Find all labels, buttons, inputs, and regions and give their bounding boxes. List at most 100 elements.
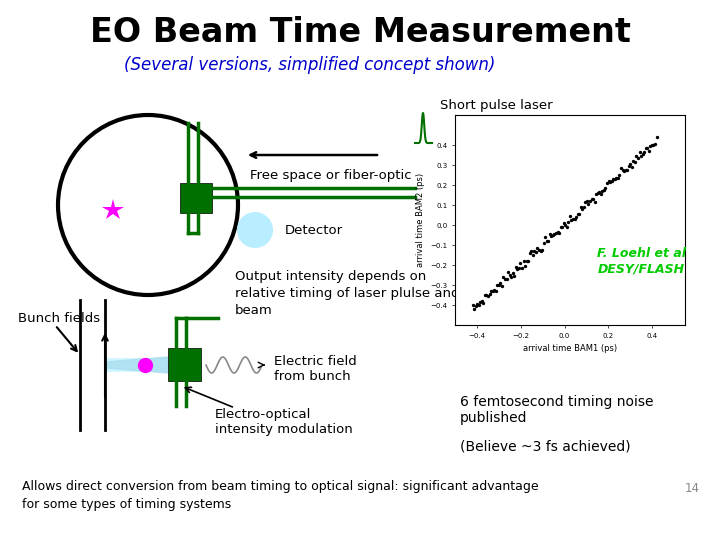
Text: F. Loehl et al
DESY/FLASH: F. Loehl et al DESY/FLASH bbox=[597, 247, 685, 275]
Point bbox=[473, 301, 485, 309]
Point bbox=[608, 174, 619, 183]
Point bbox=[628, 157, 639, 165]
Point bbox=[538, 239, 549, 247]
Point bbox=[492, 281, 503, 289]
Point bbox=[584, 197, 595, 205]
Point bbox=[651, 132, 662, 141]
Point bbox=[631, 152, 642, 160]
Point bbox=[635, 152, 647, 160]
Point bbox=[597, 186, 608, 195]
Point bbox=[547, 231, 559, 240]
Point bbox=[508, 272, 520, 281]
Point bbox=[578, 203, 590, 212]
Text: EO Beam Time Measurement: EO Beam Time Measurement bbox=[89, 16, 631, 49]
Point bbox=[476, 296, 487, 305]
Point bbox=[554, 229, 565, 238]
Point bbox=[586, 194, 598, 203]
Point bbox=[523, 256, 534, 265]
Point bbox=[501, 274, 513, 283]
Y-axis label: arrival time BAM2 (ps): arrival time BAM2 (ps) bbox=[415, 173, 425, 267]
Point bbox=[639, 147, 650, 156]
Point bbox=[562, 218, 574, 226]
Point bbox=[624, 160, 636, 168]
Text: (Believe ~3 fs achieved): (Believe ~3 fs achieved) bbox=[460, 440, 631, 454]
Point bbox=[609, 175, 621, 184]
Point bbox=[567, 215, 579, 224]
Point bbox=[512, 265, 523, 273]
Point bbox=[499, 275, 510, 284]
Point bbox=[482, 292, 494, 301]
Point bbox=[615, 164, 626, 172]
Point bbox=[468, 305, 480, 313]
Point bbox=[504, 271, 516, 280]
Point bbox=[488, 286, 500, 294]
Point bbox=[487, 287, 498, 295]
Point bbox=[570, 213, 582, 221]
Point bbox=[527, 251, 539, 259]
Circle shape bbox=[237, 212, 273, 248]
Point bbox=[534, 246, 545, 254]
Point bbox=[575, 202, 587, 211]
Point bbox=[626, 163, 637, 171]
Point bbox=[580, 198, 591, 207]
Point bbox=[485, 287, 497, 295]
Point bbox=[606, 176, 618, 185]
Point bbox=[572, 210, 583, 218]
Point bbox=[535, 247, 546, 255]
Point bbox=[646, 141, 657, 150]
Text: Output intensity depends on
relative timing of laser plulse and E-
beam: Output intensity depends on relative tim… bbox=[235, 270, 477, 317]
Bar bbox=[180, 183, 212, 213]
Point bbox=[618, 167, 630, 176]
Point bbox=[642, 144, 653, 152]
Point bbox=[541, 237, 552, 245]
Point bbox=[590, 190, 602, 199]
Point bbox=[621, 166, 633, 174]
Point bbox=[573, 210, 585, 219]
Point bbox=[598, 186, 610, 195]
Point bbox=[528, 246, 540, 255]
Point bbox=[564, 212, 576, 220]
Point bbox=[557, 223, 568, 232]
Point bbox=[555, 223, 567, 232]
Point bbox=[649, 140, 661, 149]
Point bbox=[592, 188, 603, 197]
Point bbox=[479, 291, 490, 300]
Point bbox=[582, 199, 594, 208]
Point bbox=[623, 161, 634, 170]
X-axis label: arrival time BAM1 (ps): arrival time BAM1 (ps) bbox=[523, 344, 617, 353]
Point bbox=[552, 228, 563, 237]
Bar bbox=[105, 358, 168, 372]
Text: Electric field
from bunch: Electric field from bunch bbox=[274, 355, 356, 383]
Point bbox=[640, 144, 652, 153]
Point bbox=[490, 287, 501, 295]
Point bbox=[467, 301, 478, 309]
Point bbox=[601, 179, 613, 187]
Point bbox=[620, 166, 631, 174]
Text: Allows direct conversion from beam timing to optical signal: significant advanta: Allows direct conversion from beam timin… bbox=[22, 480, 539, 511]
Point bbox=[530, 247, 541, 256]
Point bbox=[588, 195, 599, 204]
Point bbox=[644, 142, 656, 151]
Point bbox=[569, 214, 580, 223]
Point bbox=[611, 173, 622, 182]
Point bbox=[600, 184, 611, 193]
Point bbox=[612, 173, 624, 182]
Polygon shape bbox=[105, 357, 168, 373]
Text: (Several versions, simplified concept shown): (Several versions, simplified concept sh… bbox=[125, 56, 495, 74]
Point bbox=[493, 280, 505, 289]
Point bbox=[513, 264, 525, 273]
Text: 14: 14 bbox=[685, 482, 700, 495]
Point bbox=[495, 279, 506, 287]
Point bbox=[503, 267, 514, 276]
Point bbox=[524, 249, 536, 258]
Point bbox=[566, 215, 577, 224]
Point bbox=[536, 246, 548, 254]
Text: 6 femtosecond timing noise
published: 6 femtosecond timing noise published bbox=[460, 395, 654, 425]
Point bbox=[604, 178, 616, 186]
Point bbox=[550, 229, 562, 238]
Point bbox=[648, 140, 660, 149]
Point bbox=[510, 262, 521, 271]
Point bbox=[521, 257, 532, 266]
Point bbox=[617, 166, 629, 174]
Point bbox=[496, 281, 508, 290]
